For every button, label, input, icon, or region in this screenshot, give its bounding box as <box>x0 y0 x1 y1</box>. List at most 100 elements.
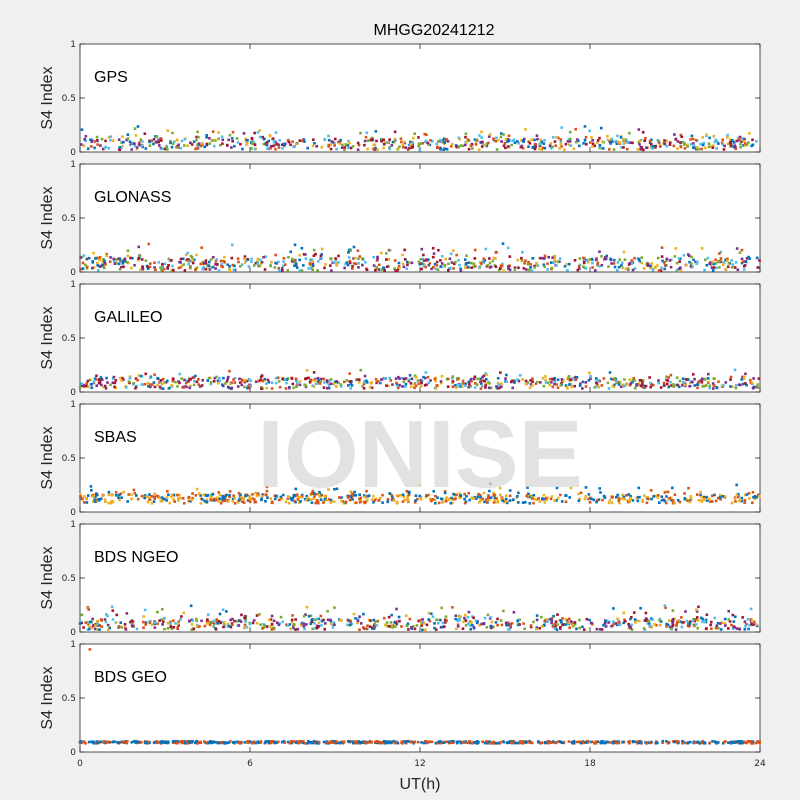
data-point <box>189 604 193 608</box>
data-point <box>292 145 295 149</box>
data-point <box>317 617 321 621</box>
data-point <box>757 740 761 744</box>
data-point <box>365 498 369 502</box>
data-point <box>743 740 746 744</box>
data-point <box>98 255 102 259</box>
data-point <box>744 493 747 497</box>
data-point <box>458 385 462 388</box>
data-point <box>553 382 556 386</box>
data-point <box>208 620 211 624</box>
data-point <box>270 614 274 618</box>
data-point <box>396 741 400 745</box>
data-point <box>394 269 397 273</box>
data-point <box>216 381 220 385</box>
data-point <box>161 262 164 266</box>
data-point <box>497 741 501 745</box>
data-point <box>389 621 393 624</box>
data-point <box>271 626 275 630</box>
data-point <box>465 495 468 498</box>
data-point <box>333 144 336 147</box>
data-point <box>85 382 89 385</box>
data-point <box>257 379 261 383</box>
data-point <box>296 627 300 631</box>
data-point <box>348 380 352 383</box>
data-point <box>187 262 191 266</box>
data-point <box>669 627 673 631</box>
data-point <box>125 741 128 745</box>
data-point <box>673 617 676 621</box>
data-point <box>673 255 677 258</box>
data-point <box>692 142 695 145</box>
data-point <box>743 137 746 141</box>
data-point <box>682 620 685 624</box>
data-point <box>247 386 250 390</box>
data-point <box>168 501 172 505</box>
data-point <box>134 377 138 380</box>
data-point <box>251 142 254 145</box>
data-point <box>166 627 170 630</box>
data-point <box>485 373 488 377</box>
data-point <box>467 265 470 269</box>
data-point <box>385 621 389 624</box>
data-point <box>414 384 418 388</box>
data-point <box>442 741 446 744</box>
data-point <box>316 260 320 263</box>
data-point <box>112 740 116 743</box>
data-point <box>333 142 336 145</box>
data-point <box>747 492 751 495</box>
data-point <box>194 494 198 497</box>
data-point <box>169 141 172 145</box>
data-point <box>147 740 150 744</box>
data-point <box>696 260 699 264</box>
data-point <box>323 622 327 625</box>
data-point <box>434 267 438 271</box>
data-point <box>502 133 505 136</box>
data-point <box>361 257 364 260</box>
data-point <box>290 260 294 263</box>
data-point <box>205 133 209 137</box>
data-point <box>332 261 336 264</box>
data-point <box>734 500 737 503</box>
data-point <box>213 144 216 148</box>
data-point <box>535 134 539 137</box>
data-point <box>196 742 199 745</box>
data-point <box>153 492 156 496</box>
data-point <box>311 489 315 493</box>
data-point <box>663 491 667 494</box>
data-point <box>555 264 558 267</box>
data-point-outlier <box>88 648 92 651</box>
data-point <box>741 616 744 619</box>
data-point <box>232 378 235 381</box>
data-point <box>362 382 366 386</box>
data-point <box>319 498 323 501</box>
data-point <box>559 620 563 624</box>
data-point <box>750 741 753 744</box>
data-point <box>667 376 671 379</box>
data-point <box>206 622 209 625</box>
data-point <box>120 265 123 269</box>
data-point <box>710 627 713 631</box>
data-point <box>420 267 423 271</box>
data-point <box>213 376 217 380</box>
data-point <box>300 269 304 272</box>
data-point <box>652 495 656 498</box>
data-point <box>753 623 757 626</box>
data-point <box>282 256 286 260</box>
data-point <box>100 383 103 387</box>
data-point <box>243 614 247 618</box>
data-point <box>215 496 219 500</box>
data-point <box>625 494 628 497</box>
data-point <box>643 139 647 143</box>
data-point <box>595 500 598 504</box>
data-point <box>126 500 129 503</box>
data-point <box>133 491 137 495</box>
data-point <box>551 625 555 628</box>
data-point <box>469 627 473 631</box>
data-point <box>175 146 178 149</box>
data-point <box>599 126 603 130</box>
data-point <box>676 147 679 150</box>
data-point <box>433 622 436 625</box>
data-point <box>391 383 394 386</box>
data-point <box>250 137 254 141</box>
